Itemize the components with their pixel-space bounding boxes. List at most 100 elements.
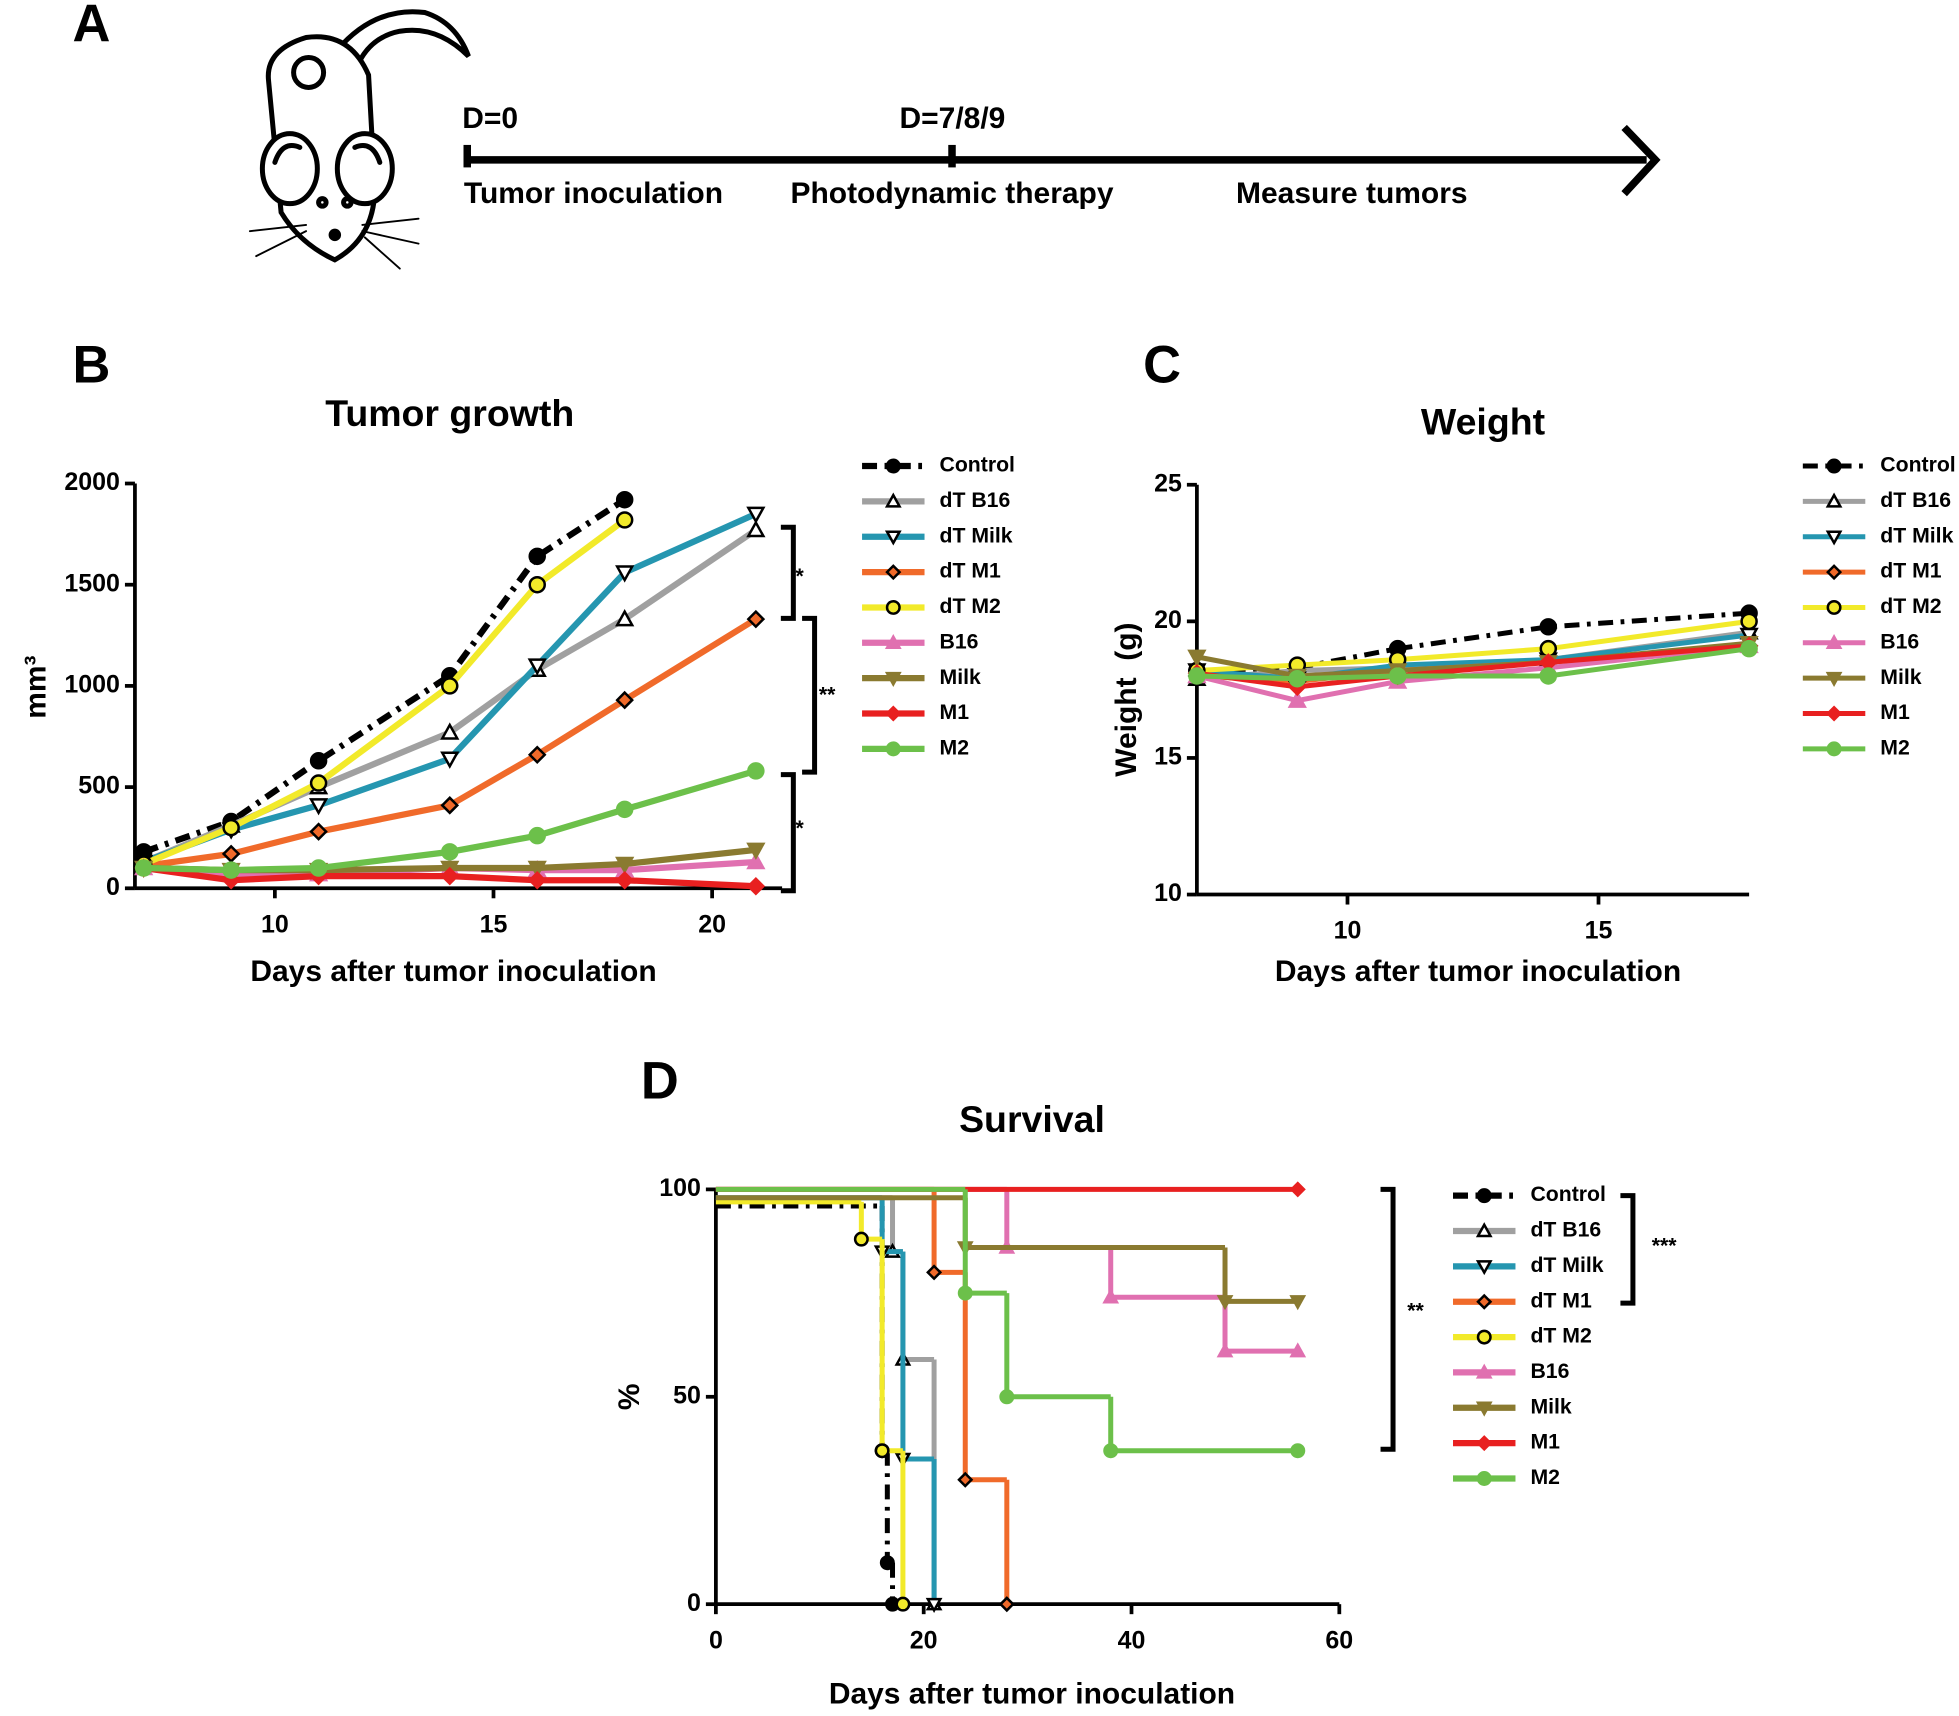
significance-label: ** — [819, 684, 836, 707]
y-axis-label: mm³ — [19, 655, 52, 718]
x-tick-label: 0 — [709, 1626, 723, 1654]
legend-label: B16 — [1530, 1360, 1569, 1383]
marker — [957, 1471, 974, 1488]
legend-label: B16 — [940, 630, 979, 653]
marker — [615, 856, 635, 875]
marker — [309, 752, 328, 770]
legend-label: M1 — [1880, 701, 1910, 724]
marker — [885, 741, 901, 757]
marker — [615, 565, 635, 583]
y-tick-label: 25 — [1154, 469, 1182, 497]
marker — [957, 1285, 973, 1301]
legend-label: M2 — [1880, 736, 1909, 759]
marker — [1539, 667, 1558, 685]
legend-label: M1 — [1530, 1431, 1560, 1454]
marker — [1826, 599, 1842, 615]
day-label: D=0 — [462, 102, 518, 135]
marker — [1216, 1295, 1234, 1311]
panel-letter: D — [641, 1052, 679, 1110]
x-tick-label: 20 — [698, 910, 726, 938]
marker — [1289, 1181, 1306, 1198]
marker — [615, 490, 634, 509]
legend-label: M2 — [1530, 1466, 1559, 1489]
mouse-drawing — [248, 9, 471, 270]
y-axis-label: % — [613, 1383, 646, 1410]
marker — [1289, 1342, 1307, 1358]
legend-label: Milk — [1530, 1395, 1571, 1418]
legend-label: Control — [940, 454, 1015, 477]
legend-label: dT B16 — [1530, 1219, 1601, 1242]
y-tick-label: 0 — [106, 873, 120, 901]
panel-letter: B — [72, 336, 110, 394]
marker — [853, 1231, 869, 1247]
y-tick-label: 10 — [1154, 879, 1182, 907]
y-tick-label: 2000 — [64, 468, 120, 496]
y-tick-label: 1500 — [64, 569, 120, 597]
marker — [1476, 1435, 1493, 1452]
day-label: D=7/8/9 — [900, 102, 1006, 135]
legend-label: dT M1 — [1880, 560, 1941, 583]
significance-bracket — [1380, 1186, 1396, 1452]
marker — [746, 519, 766, 538]
significance-bracket — [780, 772, 796, 894]
marker — [1476, 1470, 1492, 1486]
marker — [1826, 741, 1842, 757]
marker — [1289, 1295, 1307, 1311]
x-tick-label: 40 — [1118, 1626, 1146, 1654]
marker — [615, 511, 634, 529]
significance-label: * — [795, 565, 804, 588]
marker — [527, 870, 547, 890]
marker — [1826, 705, 1843, 722]
x-tick-label: 10 — [261, 910, 289, 938]
marker — [309, 859, 328, 877]
marker — [528, 826, 546, 845]
chart-title: Weight — [1421, 401, 1546, 443]
y-tick-label: 20 — [1154, 606, 1182, 634]
step-label: Measure tumors — [1236, 177, 1468, 210]
marker — [925, 1597, 943, 1614]
marker — [1476, 1293, 1493, 1310]
marker — [1288, 669, 1307, 688]
marker — [998, 1596, 1015, 1613]
significance-label: *** — [1652, 1234, 1678, 1257]
marker — [884, 633, 902, 650]
legend-label: Milk — [1880, 666, 1921, 689]
legend-label: dT M2 — [940, 595, 1001, 618]
series-line — [142, 517, 627, 867]
marker — [885, 564, 902, 581]
x-tick-label: 15 — [480, 910, 508, 938]
marker — [879, 1555, 895, 1571]
marker — [615, 609, 635, 627]
marker — [1475, 1260, 1493, 1276]
marker — [1826, 564, 1843, 581]
legend-label: Milk — [940, 666, 981, 689]
legend-label: dT M1 — [940, 560, 1001, 583]
marker — [528, 547, 546, 566]
marker — [746, 851, 766, 870]
marker — [746, 609, 766, 629]
marker — [1476, 1188, 1492, 1204]
marker — [441, 843, 459, 861]
panel-letter: A — [72, 0, 110, 53]
x-tick-label: 15 — [1585, 917, 1613, 945]
marker — [884, 530, 902, 546]
marker — [441, 677, 459, 695]
marker — [615, 870, 634, 890]
legend-label: dT B16 — [940, 489, 1011, 512]
y-tick-label: 500 — [78, 772, 120, 800]
marker — [1287, 690, 1307, 708]
marker — [527, 745, 547, 764]
marker — [884, 671, 902, 687]
y-tick-label: 0 — [687, 1589, 701, 1617]
marker — [895, 1596, 911, 1612]
marker — [1290, 1443, 1306, 1459]
legend-label: M1 — [940, 701, 970, 724]
marker — [528, 575, 546, 594]
marker — [1475, 1401, 1493, 1417]
marker — [1825, 671, 1843, 687]
marker — [440, 722, 460, 740]
legend-label: dT Milk — [1880, 524, 1953, 547]
marker — [1388, 667, 1407, 685]
legend-label: dT B16 — [1880, 489, 1951, 512]
